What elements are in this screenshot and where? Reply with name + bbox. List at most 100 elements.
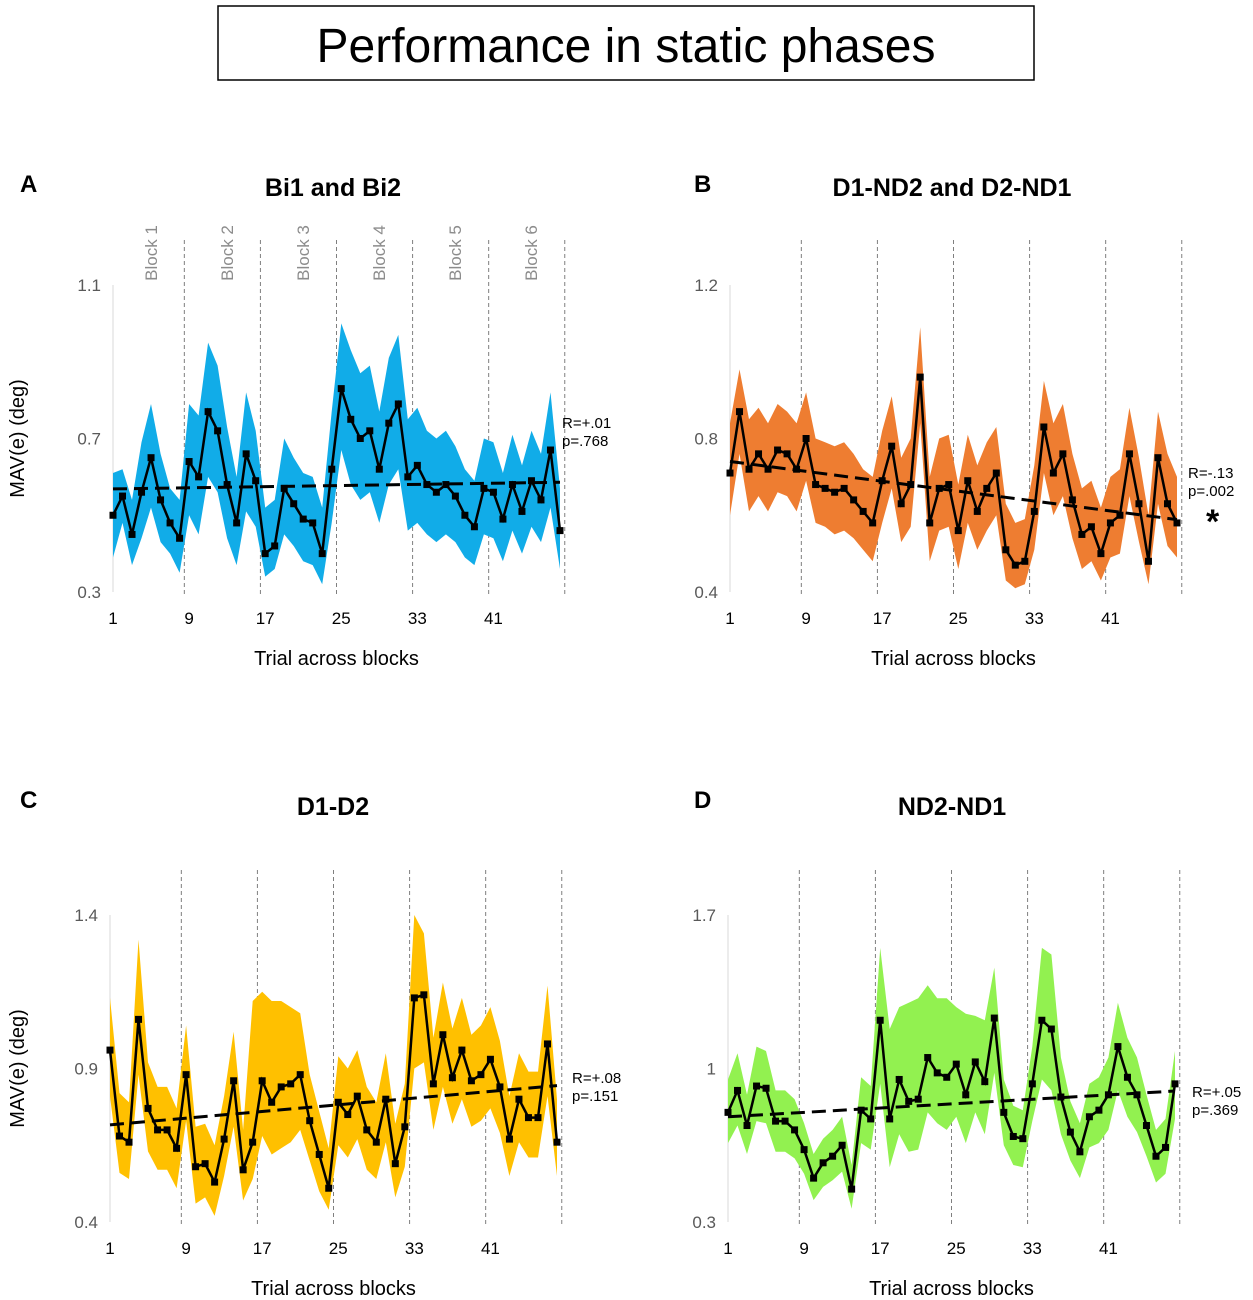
y-tick-label: 0.3 [77,583,101,602]
data-point [1085,1113,1093,1121]
data-point [1011,561,1019,569]
data-point [280,484,288,492]
data-point [372,1138,380,1146]
data-point [1125,450,1133,458]
data-point [271,542,279,550]
data-point [543,1040,551,1048]
data-point [726,469,734,477]
data-point [831,488,839,496]
data-point [821,484,829,492]
data-point [489,488,497,496]
stat-r: R=+.08 [572,1070,621,1087]
confidence-band [728,947,1175,1209]
y-tick-label: 0.4 [694,583,718,602]
data-point [1000,1108,1008,1116]
data-point [220,1135,228,1143]
data-point [1171,1080,1179,1088]
data-point [534,1114,542,1122]
data-point [328,465,336,473]
data-point [477,1071,485,1079]
data-point [745,465,753,473]
x-tick-label: 1 [108,609,117,628]
data-point [239,1166,247,1174]
panel-title: D1-D2 [297,793,369,821]
y-tick-label: 1.2 [694,276,718,295]
data-point [1028,1080,1036,1088]
data-point [233,519,241,527]
data-point [299,515,307,523]
data-point [363,1126,371,1134]
x-axis-label: Trial across blocks [871,648,1036,670]
data-point [1078,530,1086,538]
data-point [916,373,924,381]
data-point [886,1115,894,1123]
data-point [125,1138,133,1146]
x-tick-label: 9 [181,1239,190,1258]
data-point [762,1084,770,1092]
data-point [876,1016,884,1024]
data-point [1154,454,1162,462]
data-point [990,1014,998,1022]
data-point [252,477,260,485]
data-point [556,527,564,535]
data-point [309,519,317,527]
data-point [1095,1106,1103,1114]
data-point [106,1046,114,1054]
x-tick-label: 17 [873,609,892,628]
data-point [318,550,326,558]
data-point [1135,500,1143,508]
data-point [962,1091,970,1099]
data-point [943,1073,951,1081]
x-tick-label: 9 [184,609,193,628]
data-point [486,1055,494,1063]
data-point [926,519,934,527]
data-point [413,461,421,469]
data-point [1030,507,1038,515]
y-tick-label: 0.4 [74,1213,98,1232]
data-point [897,500,905,508]
data-point [505,1135,513,1143]
data-point [1021,557,1029,565]
trend-line [727,1089,1176,1119]
data-point [793,465,801,473]
panels: A Bi1 and Bi2 Block 1 Block 2 Block 3 Block 4… [7,171,1241,1300]
data-point [394,400,402,408]
data-point [230,1077,238,1085]
data-point [945,481,953,489]
data-point [838,1141,846,1149]
data-point [1161,1143,1169,1151]
confidence-band [110,915,557,1216]
block-label: Block 3 [294,225,313,281]
data-point [981,1078,989,1086]
data-point [344,1111,352,1119]
data-point [1049,469,1057,477]
x-tick-label: 9 [799,1239,808,1258]
y-axis-label: MAV(e) (deg) [7,1009,29,1128]
data-point [382,1095,390,1103]
y-tick-label: 0.8 [694,430,718,449]
data-point [214,427,222,435]
block-label: Block 2 [218,225,237,281]
data-point [829,1152,837,1160]
data-point [888,442,896,450]
data-point [157,496,165,504]
data-point [508,481,516,489]
data-point [895,1075,903,1083]
data-point [163,1126,171,1134]
data-point [791,1126,799,1134]
panel-c: C D1-D2 0.4 0.9 1.4 1 9 17 25 33 41 Trial across bl… [7,787,621,1300]
data-point [515,1095,523,1103]
data-point [296,1071,304,1079]
x-tick-label: 33 [405,1239,424,1258]
data-point [356,435,364,442]
data-point [204,408,212,416]
data-point [138,488,146,496]
data-point [290,500,298,508]
data-point [812,481,820,489]
data-point [878,477,886,485]
data-point [195,473,203,481]
panel-title: Bi1 and Bi2 [265,174,401,202]
y-tick-label: 1.1 [77,276,101,295]
data-point [964,477,972,485]
data-point [432,488,440,496]
